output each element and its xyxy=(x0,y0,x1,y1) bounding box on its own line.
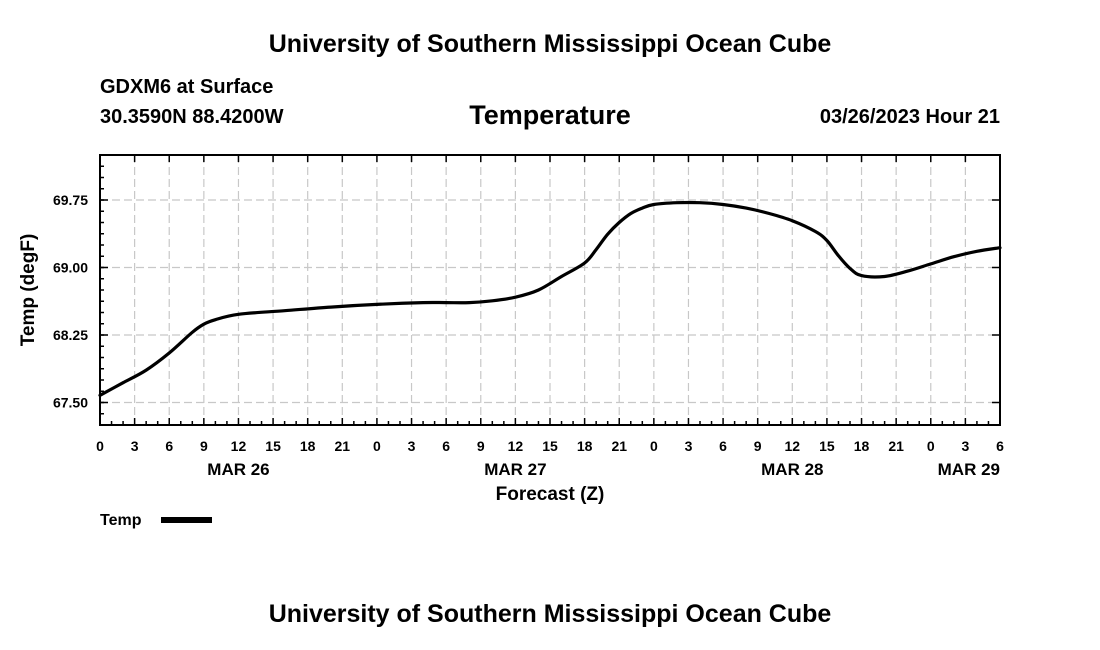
station-label: GDXM6 at Surface xyxy=(100,76,274,98)
x-tick-label: 21 xyxy=(611,438,627,454)
x-tick-label: 9 xyxy=(754,438,762,454)
x-tick-label: 9 xyxy=(477,438,485,454)
x-tick-label: 3 xyxy=(961,438,969,454)
main-title: University of Southern Mississippi Ocean… xyxy=(268,30,832,58)
x-tick-label: 0 xyxy=(927,438,935,454)
y-tick-label: 69.00 xyxy=(53,260,88,276)
y-axis-title: Temp (degF) xyxy=(18,234,39,347)
x-tick-label: 12 xyxy=(231,438,247,454)
x-tick-label: 15 xyxy=(265,438,281,454)
x-tick-label: 18 xyxy=(577,438,593,454)
y-tick-label: 67.50 xyxy=(53,395,88,411)
x-tick-label: 0 xyxy=(373,438,381,454)
x-tick-label: 12 xyxy=(508,438,524,454)
x-tick-label: 18 xyxy=(854,438,870,454)
y-tick-label: 69.75 xyxy=(53,192,88,208)
x-date-label: MAR 28 xyxy=(761,460,823,479)
x-tick-label: 15 xyxy=(819,438,835,454)
x-date-label: MAR 26 xyxy=(207,460,269,479)
x-tick-label: 21 xyxy=(335,438,351,454)
x-tick-label: 9 xyxy=(200,438,208,454)
x-tick-label: 6 xyxy=(996,438,1004,454)
x-tick-label: 0 xyxy=(650,438,658,454)
series-line-temp xyxy=(98,200,1002,397)
legend-label-temp: Temp xyxy=(100,512,142,529)
x-tick-label: 12 xyxy=(785,438,801,454)
chart-title: Temperature xyxy=(469,100,631,130)
x-date-label: MAR 27 xyxy=(484,460,546,479)
label-layer: 0 3 6 9 12 15 18 21 0 3 6 9 12 15 18 21 0 3 6 9 12 15 18 21 0 3 6 6… xyxy=(53,192,1004,479)
footer-title: University of Southern Mississippi Ocean… xyxy=(268,600,832,628)
x-axis-title: Forecast (Z) xyxy=(496,484,605,505)
x-tick-label: 21 xyxy=(888,438,904,454)
x-tick-label: 6 xyxy=(165,438,173,454)
x-tick-label: 15 xyxy=(542,438,558,454)
datetime-label: 03/26/2023 Hour 21 xyxy=(819,106,1000,128)
x-date-label: MAR 29 xyxy=(938,460,1000,479)
grid-layer xyxy=(100,155,1000,425)
x-tick-label: 6 xyxy=(719,438,727,454)
y-tick-label: 68.25 xyxy=(53,327,88,343)
x-tick-label: 3 xyxy=(408,438,416,454)
x-tick-label: 3 xyxy=(685,438,693,454)
x-tick-label: 3 xyxy=(131,438,139,454)
plot-frame xyxy=(99,154,1001,426)
coordinates-label: 30.3590N 88.4200W xyxy=(100,106,284,128)
x-tick-label: 0 xyxy=(96,438,104,454)
x-tick-label: 6 xyxy=(442,438,450,454)
x-tick-label: 18 xyxy=(300,438,316,454)
